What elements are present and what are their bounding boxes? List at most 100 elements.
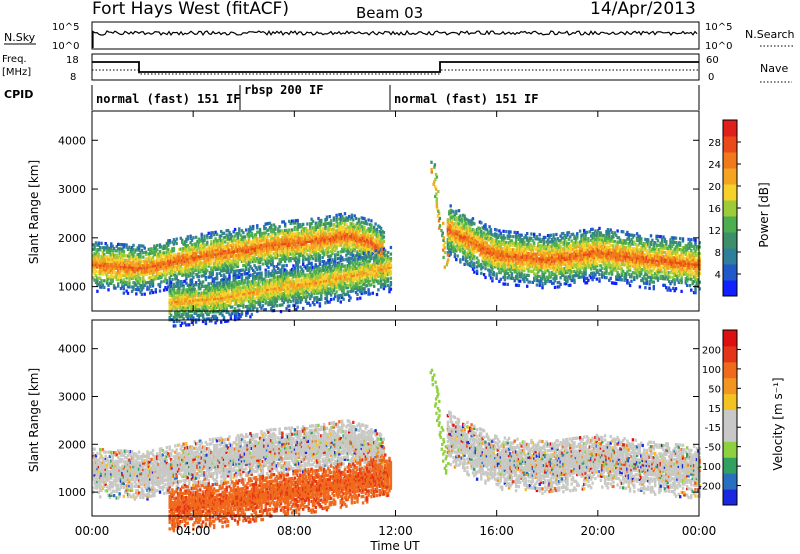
range-cell xyxy=(375,253,379,257)
range-cell xyxy=(185,290,188,294)
power-scatter xyxy=(92,160,701,328)
range-cell xyxy=(299,291,302,296)
range-cell xyxy=(254,287,258,292)
range-cell xyxy=(196,246,199,250)
range-cell xyxy=(265,294,269,298)
range-cell xyxy=(311,272,315,276)
range-cell xyxy=(245,241,248,245)
range-cell xyxy=(343,264,347,268)
range-cell xyxy=(208,235,212,240)
range-cell xyxy=(258,247,262,251)
range-cell xyxy=(296,272,299,276)
range-cell xyxy=(339,217,342,221)
range-cell xyxy=(278,262,281,266)
range-cell xyxy=(246,256,249,260)
range-cell xyxy=(203,291,206,295)
range-cell xyxy=(136,279,139,283)
range-cell xyxy=(175,274,178,279)
range-cell xyxy=(345,236,348,240)
range-cell xyxy=(130,267,134,272)
range-cell xyxy=(309,286,312,290)
range-cell xyxy=(252,290,255,294)
range-cell xyxy=(316,282,319,287)
range-cell xyxy=(186,274,189,278)
range-cell xyxy=(157,283,160,287)
range-cell xyxy=(316,243,319,247)
cpid-panel: CPID normal (fast) 151 IF rbsp 200 IF no… xyxy=(4,83,700,110)
range-cell xyxy=(236,245,240,249)
range-cell xyxy=(228,281,231,285)
range-cell xyxy=(204,293,208,297)
range-cell xyxy=(332,229,336,233)
range-cell xyxy=(314,265,317,269)
range-cell xyxy=(309,239,312,243)
range-cell xyxy=(328,271,331,275)
range-cell xyxy=(263,238,266,242)
range-cell xyxy=(296,218,299,223)
range-cell xyxy=(349,224,352,228)
range-cell xyxy=(153,259,156,263)
range-cell xyxy=(329,297,333,302)
range-cell xyxy=(353,271,356,275)
range-cell xyxy=(449,226,452,230)
range-cell xyxy=(252,251,255,255)
range-cell xyxy=(368,234,372,238)
range-cell xyxy=(307,257,310,261)
range-cell xyxy=(199,239,202,243)
range-cell xyxy=(235,247,238,251)
range-cell xyxy=(293,236,297,240)
range-cell xyxy=(220,273,223,277)
range-cell xyxy=(331,234,334,238)
range-cell xyxy=(318,284,322,288)
range-cell xyxy=(188,263,191,267)
range-cell xyxy=(126,274,130,278)
range-cell xyxy=(366,264,369,268)
range-cell xyxy=(233,285,237,289)
range-cell xyxy=(318,256,322,260)
range-cell xyxy=(374,244,377,248)
range-cell xyxy=(175,257,178,261)
range-cell xyxy=(334,283,337,288)
range-cell xyxy=(178,302,181,306)
range-cell xyxy=(129,248,132,252)
range-cell xyxy=(446,218,450,222)
range-cell xyxy=(274,275,277,279)
range-cell xyxy=(258,232,262,236)
range-cell xyxy=(254,237,258,241)
range-cell xyxy=(318,249,322,253)
range-cell xyxy=(192,283,195,287)
range-cell xyxy=(217,267,220,271)
range-cell xyxy=(450,231,454,235)
range-cell xyxy=(117,282,120,286)
range-cell xyxy=(242,283,245,287)
range-cell xyxy=(357,270,361,274)
range-cell xyxy=(272,273,276,277)
range-cell xyxy=(247,236,251,240)
range-cell xyxy=(309,270,312,274)
range-cell xyxy=(270,274,273,278)
range-cell xyxy=(193,287,196,291)
range-cell xyxy=(260,295,263,299)
range-cell xyxy=(228,261,231,265)
range-cell xyxy=(258,267,262,271)
range-cell xyxy=(246,304,249,308)
range-cell xyxy=(363,278,366,282)
range-cell xyxy=(346,227,349,231)
range-cell xyxy=(327,239,330,243)
range-cell xyxy=(309,233,312,237)
range-cell xyxy=(215,281,219,285)
range-cell xyxy=(277,270,280,275)
range-cell xyxy=(239,288,242,292)
range-cell xyxy=(228,277,231,281)
range-cell xyxy=(335,233,338,237)
range-cell xyxy=(137,272,141,276)
range-cell xyxy=(172,282,176,286)
range-cell xyxy=(327,258,330,263)
range-cell xyxy=(349,259,352,263)
range-cell xyxy=(143,268,146,272)
range-cell xyxy=(105,277,109,281)
range-cell xyxy=(211,270,214,274)
range-cell xyxy=(253,233,256,237)
range-cell xyxy=(194,307,198,311)
range-cell xyxy=(270,296,273,300)
